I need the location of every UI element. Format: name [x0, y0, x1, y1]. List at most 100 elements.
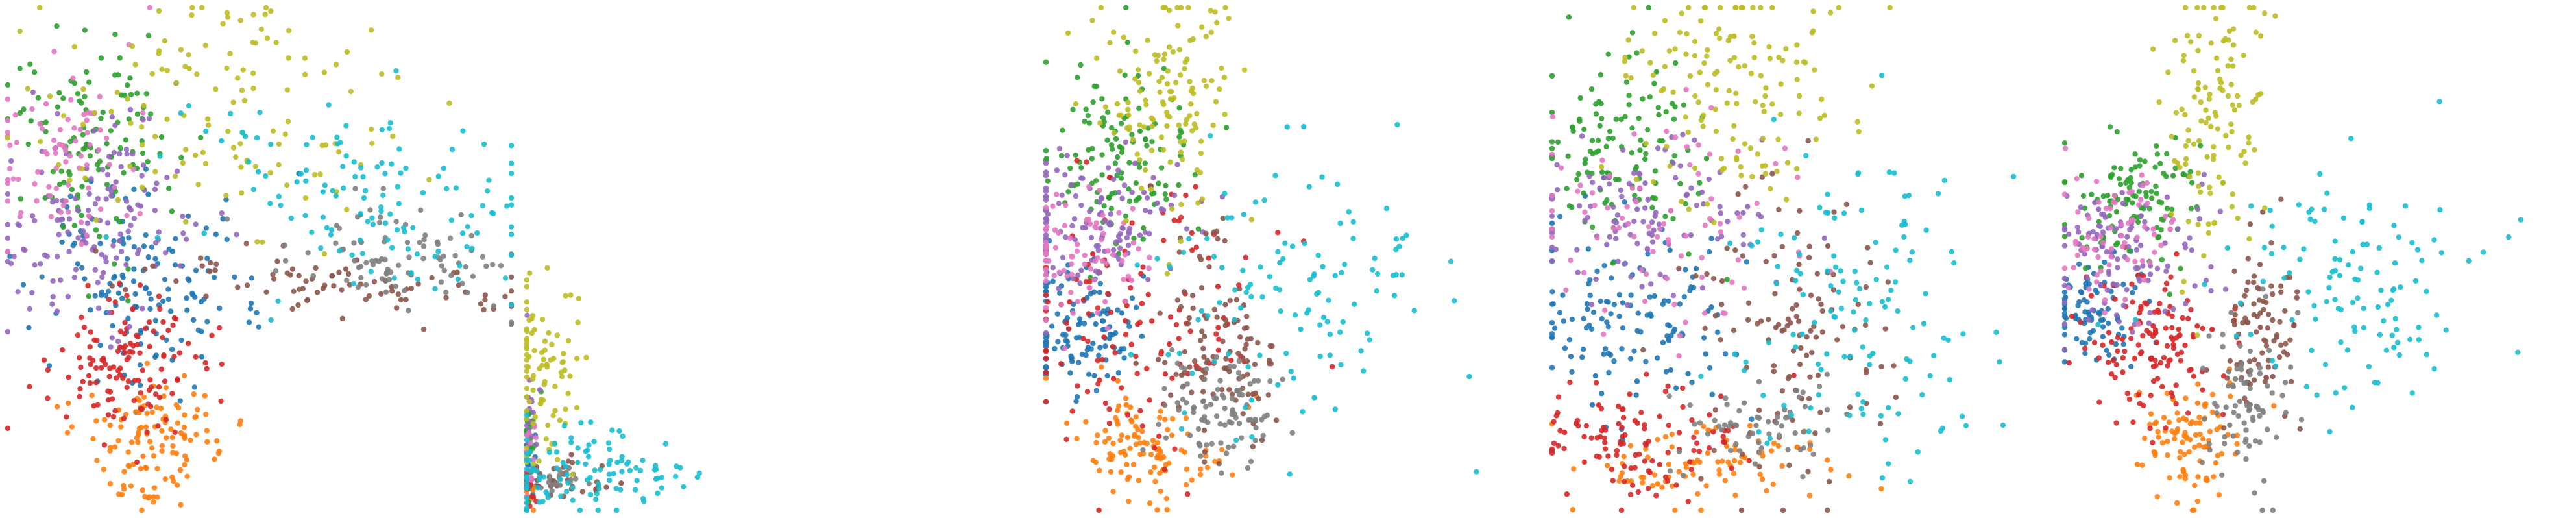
scatter-point — [387, 211, 393, 217]
scatter-point — [1136, 477, 1142, 484]
scatter-point — [1807, 446, 1813, 452]
scatter-point — [1684, 144, 1690, 150]
scatter-point — [439, 263, 444, 269]
scatter-point — [212, 456, 217, 462]
scatter-point — [2152, 309, 2157, 315]
series-10 — [524, 412, 703, 513]
scatter-point — [1188, 88, 1194, 94]
scatter-point — [2066, 360, 2072, 366]
scatter-point — [2230, 102, 2235, 108]
scatter-point — [1738, 164, 1744, 170]
scatter-point — [1124, 40, 1131, 45]
scatter-point — [328, 227, 335, 233]
scatter-point — [2375, 304, 2381, 310]
scatter-point — [441, 166, 446, 171]
scatter-point — [1102, 428, 1108, 434]
scatter-point — [1100, 230, 1106, 236]
scatter-point — [330, 188, 335, 193]
scatter-point — [1184, 381, 1190, 387]
scatter-point — [396, 201, 402, 206]
scatter-point — [478, 301, 484, 307]
scatter-point — [139, 184, 145, 190]
scatter-point — [1699, 285, 1706, 291]
scatter-point — [1215, 325, 1221, 330]
scatter-point — [1223, 125, 1230, 130]
scatter-point — [1162, 360, 1168, 365]
scatter-point — [1760, 135, 1766, 142]
scatter-point — [1618, 187, 1624, 193]
scatter-point — [1150, 438, 1156, 443]
scatter-point — [2144, 180, 2150, 186]
scatter-point — [151, 453, 156, 459]
scatter-point — [1139, 333, 1145, 339]
scatter-point — [103, 258, 109, 265]
scatter-point — [1289, 430, 1295, 436]
scatter-point — [1215, 236, 1221, 242]
scatter-point — [1764, 487, 1769, 494]
scatter-point — [1616, 225, 1622, 231]
scatter-point — [1549, 145, 1555, 152]
scatter-point — [395, 75, 401, 80]
scatter-point — [1617, 439, 1623, 445]
scatter-point — [2287, 337, 2293, 343]
scatter-point — [558, 369, 565, 375]
scatter-point — [1074, 248, 1080, 254]
scatter-point — [1825, 191, 1830, 197]
scatter-point — [1735, 191, 1741, 197]
scatter-point — [1043, 292, 1049, 298]
scatter-point — [2104, 192, 2111, 199]
scatter-point — [2248, 367, 2254, 373]
scatter-point — [1127, 404, 1134, 410]
scatter-point — [2213, 55, 2220, 61]
scatter-point — [1126, 198, 1133, 204]
scatter-point — [2182, 301, 2189, 307]
scatter-point — [1176, 122, 1182, 129]
scatter-point — [137, 350, 143, 356]
scatter-point — [1627, 356, 1634, 362]
scatter-point — [238, 164, 244, 170]
scatter-point — [2182, 342, 2188, 349]
scatter-point — [79, 100, 84, 106]
scatter-point — [1198, 453, 1204, 459]
scatter-point — [1058, 361, 1064, 367]
scatter-point — [1713, 31, 1719, 37]
scatter-point — [2226, 28, 2233, 34]
scatter-point — [1043, 216, 1049, 222]
scatter-point — [34, 169, 41, 175]
scatter-point — [1110, 343, 1116, 350]
scatter-point — [1230, 395, 1235, 402]
scatter-point — [1882, 437, 1889, 443]
scatter-point — [1767, 56, 1773, 62]
scatter-point — [88, 329, 93, 335]
scatter-point — [88, 307, 93, 313]
scatter-point — [254, 135, 260, 141]
scatter-point — [95, 280, 101, 286]
scatter-point — [2269, 223, 2276, 229]
scatter-point — [2211, 220, 2217, 227]
scatter-point — [60, 203, 67, 208]
scatter-point — [1156, 433, 1162, 439]
scatter-point — [378, 208, 384, 214]
scatter-point — [1080, 336, 1086, 341]
scatter-point — [1189, 370, 1195, 376]
scatter-point — [2220, 5, 2226, 11]
scatter-point — [1618, 116, 1624, 123]
scatter-point — [1631, 131, 1637, 137]
scatter-point — [1137, 122, 1143, 128]
scatter-point — [2203, 477, 2209, 483]
scatter-point — [11, 253, 17, 260]
scatter-point — [1093, 439, 1099, 446]
scatter-point — [2130, 200, 2135, 206]
scatter-point — [2118, 166, 2124, 171]
scatter-point — [1043, 160, 1049, 166]
scatter-point — [1765, 419, 1771, 425]
scatter-point — [1076, 321, 1082, 328]
scatter-point — [474, 230, 480, 236]
scatter-point — [1174, 297, 1181, 303]
scatter-point — [142, 266, 148, 272]
scatter-point — [1223, 450, 1230, 456]
scatter-point — [2111, 199, 2117, 205]
scatter-point — [528, 440, 533, 446]
scatter-point — [1200, 399, 1206, 404]
scatter-point — [2224, 375, 2230, 381]
